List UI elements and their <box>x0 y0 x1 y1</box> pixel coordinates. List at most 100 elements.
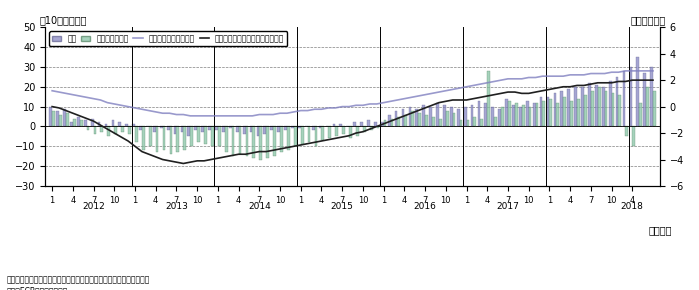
Bar <box>176 126 179 152</box>
Bar <box>443 105 446 126</box>
Bar <box>340 124 343 126</box>
Bar <box>84 120 87 126</box>
Bar <box>505 99 508 126</box>
Bar <box>118 122 121 126</box>
Text: （年月）: （年月） <box>649 226 672 236</box>
Bar <box>360 122 363 126</box>
Bar <box>439 119 442 126</box>
Bar <box>542 101 545 126</box>
Bar <box>367 120 370 126</box>
Bar <box>381 122 384 126</box>
Bar <box>73 119 75 126</box>
Bar <box>87 126 89 130</box>
Bar <box>284 126 287 130</box>
Bar <box>245 126 248 156</box>
Bar <box>398 117 401 126</box>
Bar <box>650 67 653 126</box>
Bar <box>98 122 101 126</box>
Bar <box>52 110 55 126</box>
Bar <box>225 126 228 152</box>
Bar <box>563 97 566 126</box>
Bar <box>101 126 103 133</box>
Bar <box>422 105 425 126</box>
Bar <box>501 107 504 126</box>
Bar <box>112 120 115 126</box>
Bar <box>66 113 69 126</box>
Bar <box>218 126 221 146</box>
Bar <box>287 126 289 150</box>
Bar <box>125 124 128 126</box>
Bar <box>108 126 110 136</box>
Bar <box>415 108 418 126</box>
Bar <box>91 119 94 126</box>
Bar <box>208 126 211 130</box>
Bar <box>211 126 214 146</box>
Bar <box>602 87 605 126</box>
Bar <box>480 119 483 126</box>
Bar <box>463 107 466 126</box>
Bar <box>349 126 352 138</box>
Bar <box>271 126 273 130</box>
Text: 備考：季節調整値。売却あるいは証券化された融資を調整した数値。: 備考：季節調整値。売却あるいは証券化された融資を調整した数値。 <box>7 275 150 284</box>
Bar <box>63 108 66 126</box>
Text: 2012: 2012 <box>82 202 105 211</box>
Bar <box>243 126 245 134</box>
Bar <box>626 126 628 136</box>
Bar <box>128 126 131 134</box>
Bar <box>630 67 633 126</box>
Bar <box>231 126 234 156</box>
Bar <box>280 126 283 152</box>
Bar <box>353 122 356 126</box>
Bar <box>250 126 252 133</box>
Bar <box>591 91 593 126</box>
Bar <box>418 113 421 126</box>
Bar <box>595 85 598 126</box>
Bar <box>453 113 456 126</box>
Bar <box>549 99 552 126</box>
Bar <box>298 126 301 128</box>
Bar <box>343 126 345 134</box>
Bar <box>59 115 62 126</box>
Bar <box>312 126 315 130</box>
Bar <box>623 71 626 126</box>
Bar <box>512 105 515 126</box>
Bar <box>336 126 338 136</box>
Bar <box>377 126 380 128</box>
Bar <box>477 101 480 126</box>
Bar <box>259 126 262 160</box>
Bar <box>149 126 152 146</box>
Bar <box>584 95 586 126</box>
Bar <box>50 107 52 126</box>
Bar <box>646 87 649 126</box>
Bar <box>616 77 619 126</box>
Bar <box>163 126 166 150</box>
Bar <box>494 117 497 126</box>
Bar <box>577 99 579 126</box>
Bar <box>94 126 96 134</box>
Bar <box>135 126 138 142</box>
Bar <box>535 103 538 126</box>
Bar <box>457 108 460 126</box>
Bar <box>588 83 591 126</box>
Bar <box>238 126 241 154</box>
Bar <box>160 126 163 128</box>
Bar <box>540 97 542 126</box>
Bar <box>554 93 556 126</box>
Bar <box>80 120 82 126</box>
Bar <box>180 126 183 133</box>
Bar <box>533 103 535 126</box>
Bar <box>633 126 635 146</box>
Bar <box>257 126 259 136</box>
Bar <box>605 91 607 126</box>
Bar <box>643 73 646 126</box>
Bar <box>222 126 225 133</box>
Bar <box>236 126 238 133</box>
Bar <box>581 87 584 126</box>
Bar <box>515 103 518 126</box>
Bar <box>173 126 176 134</box>
Bar <box>194 126 197 130</box>
Bar <box>484 103 487 126</box>
Bar <box>466 120 469 126</box>
Bar <box>395 110 398 126</box>
Bar <box>264 126 266 134</box>
